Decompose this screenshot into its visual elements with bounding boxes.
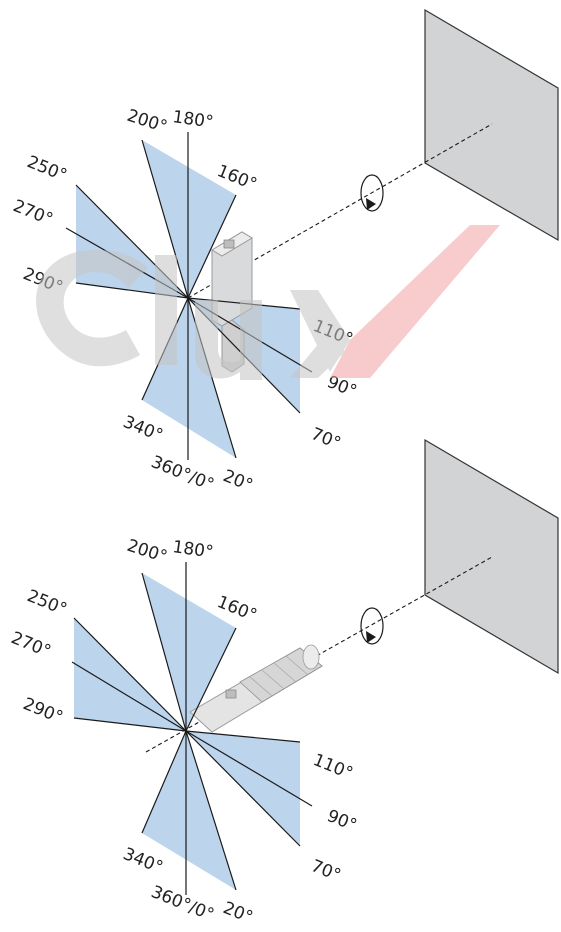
bottom-diagram: 200° 180° 160° 250° 270° 290° 110° 90° 7… (8, 438, 559, 928)
bottom-reflector-panel (424, 438, 559, 675)
top-rotation-arrow-icon (360, 174, 384, 212)
bottom-label-290: 290° (20, 694, 65, 728)
bottom-cylindrical-sensor-icon (189, 644, 323, 733)
top-label-340: 340° (120, 412, 165, 446)
bottom-label-90: 90° (324, 806, 359, 836)
bottom-label-200: 200° (124, 536, 169, 568)
top-label-20: 20° (220, 466, 255, 496)
top-label-70: 70° (308, 424, 343, 454)
bottom-sector-340-20 (142, 731, 236, 890)
top-reflector-panel (424, 8, 559, 242)
top-label-180: 180° (171, 107, 214, 133)
top-sector-200-160 (142, 140, 236, 298)
top-sector-340-20 (142, 298, 236, 458)
watermark-logo (36, 225, 500, 380)
top-label-270: 270° (10, 196, 55, 230)
bottom-label-360-0: 360°/0° (148, 882, 217, 925)
top-label-250: 250° (24, 152, 69, 186)
bottom-label-110: 110° (310, 750, 355, 784)
bottom-angle-labels: 200° 180° 160° 250° 270° 290° 110° 90° 7… (8, 536, 359, 928)
bottom-rotation-arrow-icon (360, 607, 384, 645)
bottom-label-270: 270° (8, 628, 53, 662)
top-label-200: 200° (124, 106, 169, 138)
bottom-sector-200-160 (142, 573, 236, 731)
top-label-360-0: 360°/0° (148, 452, 217, 495)
bottom-label-250: 250° (24, 586, 69, 620)
bottom-rays (71, 562, 313, 895)
bottom-label-70: 70° (308, 856, 343, 886)
bottom-label-340: 340° (120, 844, 165, 878)
bottom-label-20: 20° (220, 898, 255, 928)
bottom-label-180: 180° (171, 537, 214, 563)
